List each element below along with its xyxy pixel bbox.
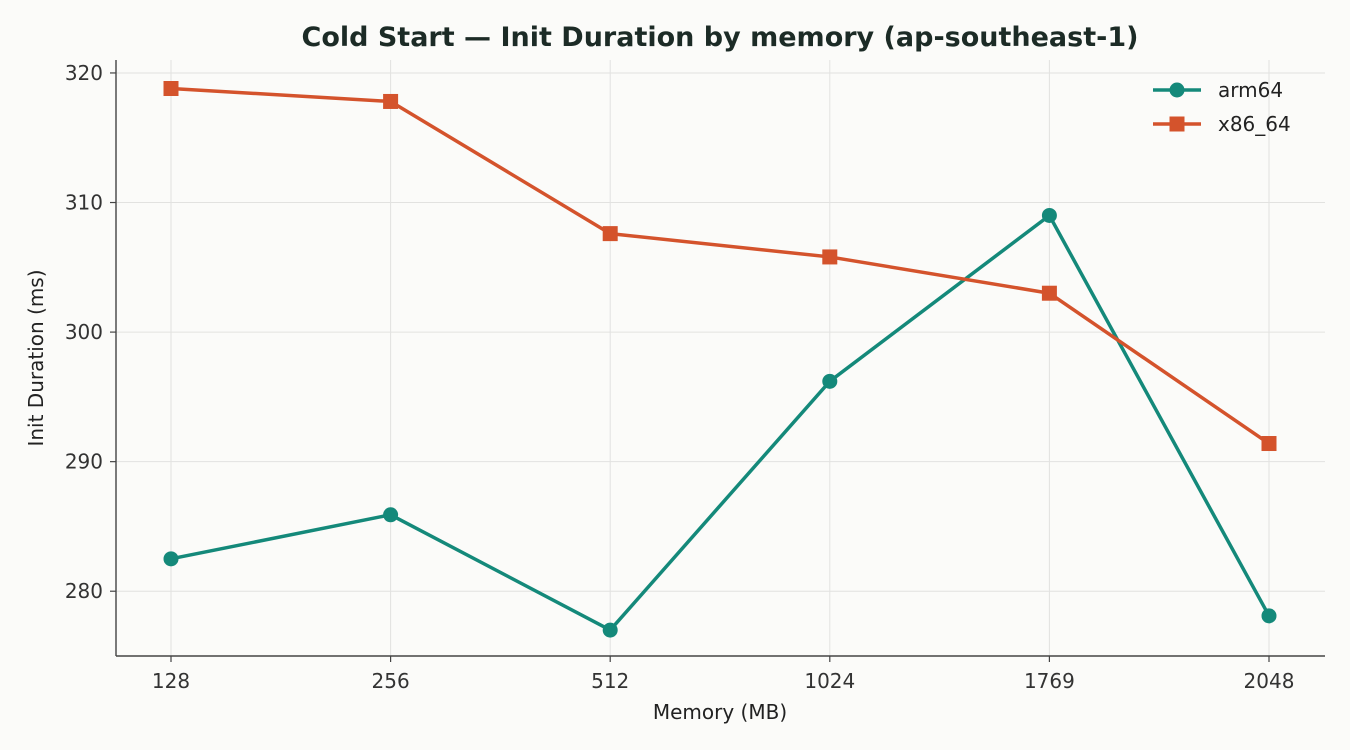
x-tick-label: 2048 bbox=[1244, 669, 1295, 693]
x-tick-label: 128 bbox=[152, 669, 190, 693]
data-point-x86_64 bbox=[1261, 436, 1277, 452]
data-point-x86_64 bbox=[383, 93, 399, 109]
series-line-x86_64 bbox=[170, 86, 1270, 445]
legend-marker bbox=[1169, 116, 1185, 132]
x-axis-label: Memory (MB) bbox=[653, 700, 787, 724]
legend: arm64 x86_64 bbox=[1153, 78, 1291, 136]
data-point-arm64 bbox=[163, 551, 179, 567]
series-x86_64 bbox=[163, 81, 1277, 452]
data-point-x86_64 bbox=[163, 81, 179, 97]
legend-label: x86_64 bbox=[1218, 112, 1291, 136]
data-point-arm64 bbox=[383, 507, 399, 523]
data-point-arm64 bbox=[822, 373, 838, 389]
series-arm64 bbox=[163, 207, 1277, 638]
legend-marker bbox=[1169, 82, 1185, 98]
data-point-arm64 bbox=[1041, 207, 1057, 223]
y-tick-label: 290 bbox=[65, 450, 103, 474]
data-point-arm64 bbox=[1261, 608, 1277, 624]
y-tick-label: 300 bbox=[65, 320, 103, 344]
grid bbox=[116, 60, 1325, 656]
x-tick-label: 256 bbox=[372, 669, 410, 693]
x-tick-label: 1769 bbox=[1024, 669, 1075, 693]
data-point-x86_64 bbox=[602, 226, 618, 242]
plot-area bbox=[163, 81, 1277, 638]
legend-label: arm64 bbox=[1218, 78, 1283, 102]
data-point-x86_64 bbox=[1041, 285, 1057, 301]
data-point-arm64 bbox=[602, 622, 618, 638]
y-tick-label: 320 bbox=[65, 61, 103, 85]
data-point-x86_64 bbox=[822, 249, 838, 265]
legend-item-arm64: arm64 bbox=[1153, 78, 1283, 102]
series-line-arm64 bbox=[170, 213, 1271, 632]
y-axis-label: Init Duration (ms) bbox=[24, 269, 48, 446]
x-tick-label: 1024 bbox=[804, 669, 855, 693]
y-tick-label: 310 bbox=[65, 191, 103, 215]
y-tick-label: 280 bbox=[65, 579, 103, 603]
x-tick-label: 512 bbox=[591, 669, 629, 693]
axes: 128 256 512 1024 1769 2048 280 290 300 310 320 bbox=[65, 60, 1325, 693]
legend-item-x86_64: x86_64 bbox=[1153, 112, 1291, 136]
chart-title: Cold Start — Init Duration by memory (ap… bbox=[302, 22, 1139, 53]
